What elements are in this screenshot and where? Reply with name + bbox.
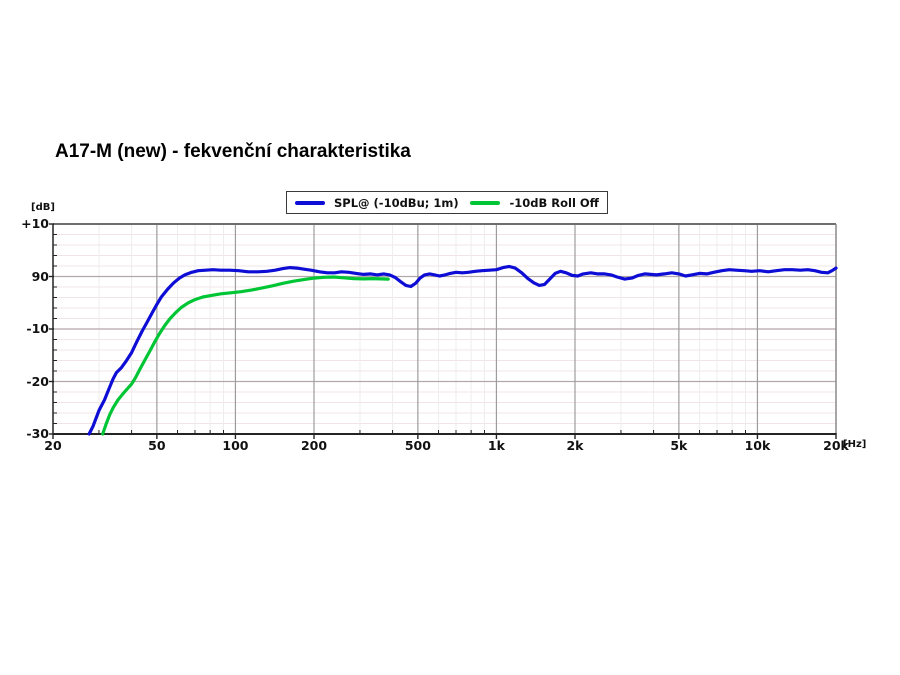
x-tick-label: 20k	[823, 438, 849, 453]
spl-series-label: SPL@ (-10dBu; 1m)	[334, 195, 459, 210]
series-curve-1	[101, 275, 390, 436]
legend-item-rolloff: -10dB Roll Off	[470, 196, 599, 210]
x-tick-label: 100	[222, 438, 249, 453]
x-tick-label: 500	[404, 438, 431, 453]
x-tick-label: 20	[44, 438, 62, 453]
spl-line-swatch	[295, 200, 325, 205]
legend-item-spl: SPL@ (-10dBu; 1m)	[295, 196, 459, 210]
x-tick-label: 5k	[670, 438, 688, 453]
chart-title: A17-M (new) - fekvenční charakteristika	[55, 141, 411, 162]
x-tick-label: 10k	[744, 438, 771, 453]
x-tick-label: 1k	[487, 438, 505, 453]
y-tick-label: 90	[31, 268, 49, 284]
series-curve-0	[87, 264, 838, 436]
y-axis-unit-label: [dB]	[31, 202, 55, 213]
rolloff-series-label: -10dB Roll Off	[509, 195, 599, 210]
y-tick-label: -10	[26, 321, 49, 336]
x-tick-label: 50	[148, 438, 166, 453]
x-tick-label: 200	[300, 438, 328, 453]
y-tick-label: -30	[26, 426, 49, 441]
rolloff-line-swatch	[470, 200, 501, 205]
y-tick-label: -20	[26, 373, 49, 389]
legend: SPL@ (-10dBu; 1m) -10dB Roll Off	[286, 191, 608, 214]
x-axis-unit-label: [Hz]	[843, 439, 867, 450]
x-tick-label: 2k	[566, 438, 584, 453]
y-tick-label: +10	[21, 216, 49, 231]
